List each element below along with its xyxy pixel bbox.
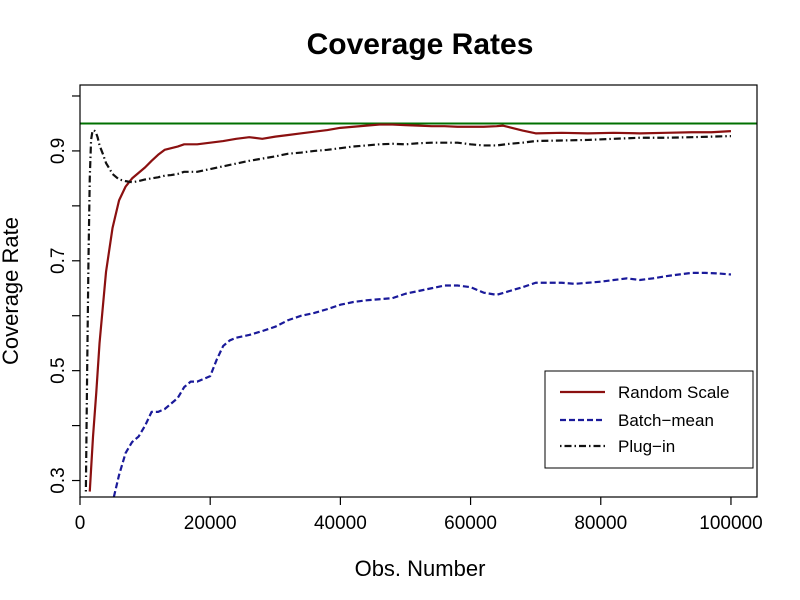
- x-tick-label: 80000: [574, 513, 627, 534]
- x-tick-label: 20000: [184, 513, 237, 534]
- chart-title: Coverage Rates: [307, 28, 534, 61]
- y-tick-label: 0.5: [48, 357, 69, 383]
- y-axis: 0.3 0.5 0.7 0.9: [48, 95, 80, 494]
- y-tick-label: 0.3: [48, 467, 69, 493]
- x-axis-label: Obs. Number: [355, 556, 486, 581]
- y-tick-label: 0.7: [48, 248, 69, 274]
- legend-label-random-scale: Random Scale: [618, 383, 730, 402]
- series-line-2: [84, 128, 731, 492]
- x-tick-label: 60000: [444, 513, 497, 534]
- x-tick-label: 40000: [314, 513, 367, 534]
- y-tick-label: 0.9: [48, 138, 69, 164]
- legend: Random Scale Batch−mean Plug−in: [544, 370, 754, 469]
- series-layer: [84, 123, 732, 497]
- y-axis-label: Coverage Rate: [0, 217, 23, 365]
- x-axis: 0 20000 40000 60000 80000 100000: [75, 497, 763, 534]
- series-line-1: [112, 271, 732, 497]
- legend-label-plug-in: Plug−in: [618, 437, 675, 456]
- series-line-0: [88, 123, 732, 492]
- legend-label-batch-mean: Batch−mean: [618, 411, 714, 430]
- x-tick-label: 0: [75, 513, 86, 534]
- plot-frame: [79, 84, 758, 498]
- x-tick-label: 100000: [699, 513, 762, 534]
